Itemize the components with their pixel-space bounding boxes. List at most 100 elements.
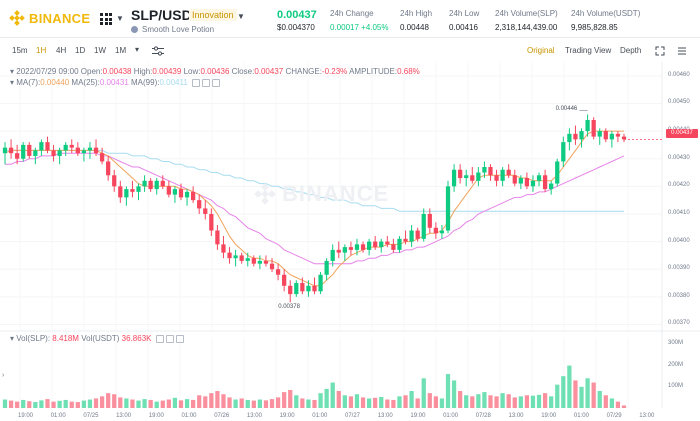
candle-body: [360, 244, 366, 250]
volume-bar: [288, 389, 293, 408]
stat-value: 2,318,144,439.00: [495, 23, 558, 32]
volume-bar: [106, 393, 111, 408]
candle-body: [330, 249, 335, 261]
amplitude-value: 0.68%: [397, 67, 420, 76]
time-tick-label: 19:00: [541, 413, 557, 419]
volume-bar: [621, 405, 627, 408]
volume-bar: [615, 401, 621, 408]
apps-chevron-down-icon[interactable]: ▼: [116, 14, 124, 23]
candle-body: [39, 142, 44, 151]
time-tick-label: 01:00: [181, 413, 197, 419]
volume-bar: [184, 399, 190, 408]
price-tick-label: 0.00410: [668, 209, 690, 216]
candle-body: [15, 153, 20, 159]
time-tick-label: 19:00: [148, 413, 164, 419]
candle-body: [154, 180, 159, 190]
time-tick-label: 01:00: [312, 413, 328, 419]
candle-body: [93, 147, 99, 154]
candle-body: [8, 147, 14, 154]
candle-body: [209, 213, 214, 231]
pair-chevron-down-icon[interactable]: ▼: [237, 12, 245, 21]
current-price-marker: 0.00437: [666, 129, 698, 138]
apps-grid-icon[interactable]: [100, 13, 112, 25]
candle-body: [63, 144, 68, 151]
collapse-caret-icon[interactable]: ▾: [10, 334, 15, 343]
chart-settings-icon[interactable]: [677, 46, 687, 56]
expand-icon[interactable]: [655, 46, 665, 56]
candle-body: [342, 247, 347, 253]
visibility-toggle-icon[interactable]: [155, 334, 164, 343]
indicator-settings-icon[interactable]: [152, 46, 164, 56]
volume-bar: [148, 399, 153, 408]
volume-bar: [142, 399, 147, 408]
interval-1m[interactable]: 1M: [115, 46, 127, 55]
interval-1d[interactable]: 1D: [75, 46, 86, 55]
close-square-icon[interactable]: [212, 78, 221, 87]
volume-bar: [245, 399, 250, 408]
last-price: 0.00437: [277, 9, 317, 21]
candle-body: [227, 252, 232, 259]
binance-logo[interactable]: BINANCE: [9, 10, 90, 26]
interval-15m[interactable]: 15m: [12, 46, 28, 55]
candle-body: [458, 169, 463, 179]
volume-bar: [160, 400, 165, 408]
volume-bar: [482, 392, 487, 408]
candle-body: [233, 255, 238, 259]
volume-bar: [458, 391, 463, 408]
stat-value: 0.00416: [449, 23, 478, 32]
volume-bar: [312, 399, 317, 408]
close-square-icon[interactable]: [175, 334, 184, 343]
candle-body: [112, 175, 117, 187]
volume-info-line: ▾ Vol(SLP): 8.418M Vol(USDT) 36.863K: [10, 334, 184, 343]
ma7-value: 0.00440: [40, 78, 70, 87]
settings-square-icon[interactable]: [165, 334, 174, 343]
coin-name[interactable]: Smooth Love Potion: [142, 25, 215, 34]
view-trading-view[interactable]: Trading View: [565, 46, 612, 55]
innovation-tag[interactable]: Innovation: [189, 9, 237, 21]
candle-body: [33, 150, 38, 156]
collapse-caret-icon[interactable]: ▾: [10, 67, 15, 76]
close-value: 0.00437: [254, 67, 284, 76]
candle-body: [257, 260, 263, 264]
volume-bar: [585, 378, 590, 408]
candle-body: [391, 244, 396, 250]
view-original[interactable]: Original: [527, 46, 555, 55]
candle-body: [561, 142, 566, 162]
time-tick-label: 07/27: [345, 413, 361, 419]
volume-bar: [579, 386, 584, 408]
volume-bar: [409, 391, 414, 408]
stat-24h-volume-slp: 24h Volume(SLP) 2,318,144,439.00: [495, 9, 558, 32]
ma99-value: 0.00411: [159, 78, 188, 87]
volume-bar: [136, 400, 141, 408]
candle-body: [75, 147, 80, 154]
low-value: 0.00436: [200, 67, 230, 76]
stat-label: 24h Low: [449, 9, 480, 18]
more-intervals-chevron-icon[interactable]: ▾: [135, 45, 140, 54]
candle-body: [488, 166, 493, 176]
ma-info-line: ▾ MA(7):0.00440 MA(25):0.00431 MA(99):0.…: [10, 78, 221, 87]
interval-1h[interactable]: 1H: [36, 46, 47, 55]
interval-1w[interactable]: 1W: [94, 46, 106, 55]
candle-body: [579, 131, 584, 140]
settings-square-icon[interactable]: [202, 78, 211, 87]
time-tick-label: 13:00: [116, 413, 132, 419]
stat-label: 24h Volume(USDT): [571, 9, 641, 18]
volume-bar: [239, 398, 244, 408]
pair-symbol[interactable]: SLP/USDT: [131, 7, 201, 23]
volume-bar: [379, 396, 384, 408]
time-tick-label: 19:00: [279, 413, 295, 419]
visibility-toggle-icon[interactable]: [192, 78, 201, 87]
stat-24h-volume-usdt: 24h Volume(USDT) 9,985,828.85: [571, 9, 640, 32]
scroll-left-chevron-icon[interactable]: ›: [2, 372, 5, 379]
volume-bar: [342, 395, 347, 408]
view-depth[interactable]: Depth: [620, 46, 642, 55]
interval-4h[interactable]: 4H: [56, 46, 67, 55]
binance-logo-icon: [9, 10, 25, 26]
volume-bar: [476, 394, 481, 408]
volume-bar: [597, 391, 602, 408]
collapse-caret-icon[interactable]: ▾: [10, 78, 15, 87]
time-tick-label: 19:00: [18, 413, 34, 419]
volume-bar: [178, 400, 184, 408]
